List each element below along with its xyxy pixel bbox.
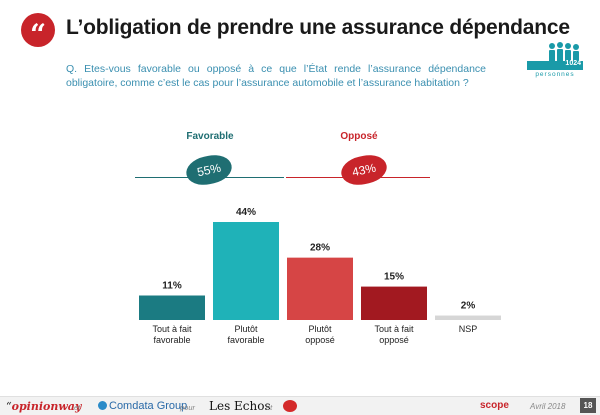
value-label-1: 44% — [236, 207, 256, 218]
comdata-icon — [98, 401, 107, 410]
bar-4 — [435, 315, 501, 320]
footer-et-2: et — [266, 403, 273, 412]
category-label-1-0: Plutôt — [234, 324, 258, 334]
category-label-1-1: favorable — [227, 335, 264, 345]
partner-logo — [283, 400, 297, 412]
category-label-0-1: favorable — [153, 335, 190, 345]
favorable-label: Favorable — [186, 131, 234, 142]
sample-size-badge: 1024 personnes — [527, 41, 583, 78]
category-label-3-1: opposé — [379, 335, 409, 345]
value-label-3: 15% — [384, 272, 404, 283]
page-title: L’obligation de prendre une assurance dé… — [66, 16, 570, 39]
bar-3 — [361, 286, 427, 320]
sample-count: 1024 — [565, 60, 581, 67]
category-label-3-0: Tout à fait — [374, 324, 414, 334]
bar-1 — [213, 222, 279, 320]
bar-chart: 11%Tout à faitfavorable44%Plutôtfavorabl… — [139, 207, 501, 345]
value-label-4: 2% — [461, 301, 476, 312]
comdata-logo: Comdata Group — [98, 400, 187, 412]
category-label-2-1: opposé — [305, 335, 335, 345]
sample-bar — [527, 61, 583, 70]
value-label-0: 11% — [162, 281, 182, 292]
page-number: 18 — [580, 398, 596, 413]
sample-label: personnes — [535, 71, 575, 78]
bar-0 — [139, 295, 205, 320]
footer: “opinionway et Comdata Group pour Les Ec… — [0, 396, 600, 415]
quote-icon: “ — [21, 13, 55, 51]
value-label-2: 28% — [310, 243, 330, 254]
bar-2 — [287, 257, 353, 320]
footer-et-1: et — [74, 403, 81, 412]
category-label-4: NSP — [459, 324, 478, 334]
survey-question: Q. Etes-vous favorable ou opposé à ce qu… — [66, 63, 486, 89]
lesechos-logo: Les Echos — [209, 399, 271, 413]
people-icon — [549, 42, 579, 62]
oppose-label: Opposé — [340, 131, 378, 142]
opinionway-logo: “opinionway — [6, 400, 82, 413]
scope-logo: scope — [480, 400, 509, 411]
category-label-2-0: Plutôt — [308, 324, 332, 334]
footer-pour: pour — [180, 403, 196, 412]
category-label-0-0: Tout à fait — [152, 324, 192, 334]
footer-date: Avril 2018 — [530, 402, 566, 411]
